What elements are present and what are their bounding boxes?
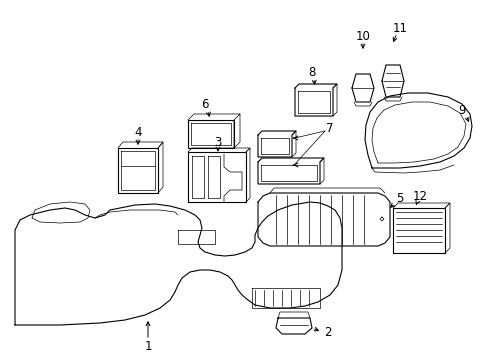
Text: 8: 8: [307, 67, 315, 80]
Text: 4: 4: [134, 126, 142, 139]
Text: 7: 7: [325, 122, 333, 135]
Text: 2: 2: [324, 325, 331, 338]
Text: 11: 11: [392, 22, 407, 35]
Text: 9: 9: [457, 104, 465, 117]
Text: 5: 5: [395, 192, 403, 204]
Text: 1: 1: [144, 339, 151, 352]
Text: 3: 3: [214, 135, 221, 148]
Text: 10: 10: [355, 30, 370, 42]
Text: 6: 6: [201, 99, 208, 112]
Text: 12: 12: [412, 189, 427, 202]
